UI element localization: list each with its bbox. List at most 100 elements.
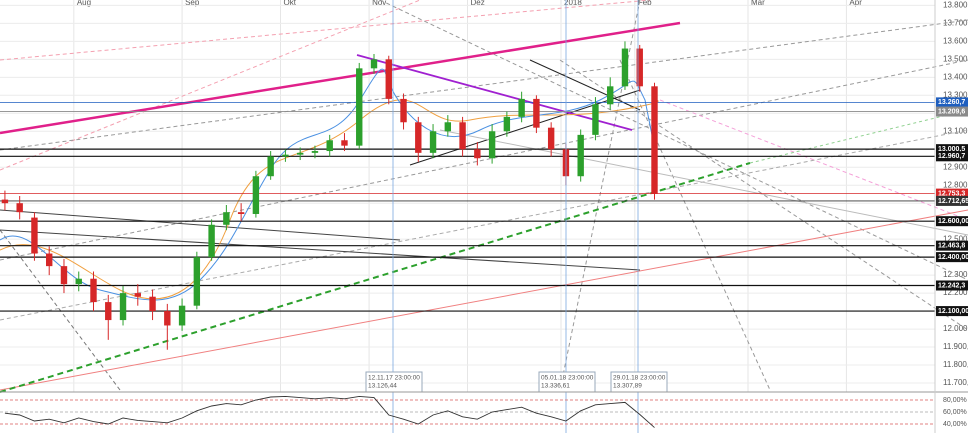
candle-body [547, 127, 555, 150]
level-label: 12.100,00 [938, 308, 968, 315]
candle-body [208, 224, 215, 258]
x-tick-label: Apr [849, 0, 862, 7]
y-tick-label: 13.400,0 [943, 72, 968, 81]
level-tag [936, 280, 968, 291]
oscillator-tick-label: 40,00% [943, 421, 967, 428]
candle-body [267, 156, 274, 177]
x-tick-label: Feb [638, 0, 652, 7]
level-label: 12.400,00 [938, 254, 968, 261]
y-tick-label: 11.700,0 [943, 378, 968, 387]
candle-body [326, 140, 333, 152]
x-tick-label: Okt [284, 0, 297, 7]
candle-body [149, 296, 156, 312]
candle-body [636, 48, 643, 87]
level-tag [936, 97, 968, 108]
candle-body [193, 257, 201, 306]
candle-body [31, 217, 38, 254]
y-tick-label: 13.600,0 [943, 36, 968, 45]
candle-body [311, 151, 319, 153]
y-tick-label: 13.800,0 [943, 1, 968, 10]
trendline [0, 21, 681, 135]
candle-body [105, 302, 112, 321]
y-tick-label: 12.900,0 [943, 162, 968, 171]
candle-body [90, 278, 97, 303]
candle-body [119, 293, 127, 321]
y-tick-label: 13.100,0 [943, 126, 968, 135]
candle-body [533, 98, 540, 128]
candle-body [415, 122, 422, 153]
crosshair-date: 12.11.17 23:00:00 [368, 375, 420, 382]
level-tag [936, 106, 968, 117]
moving-average [0, 99, 659, 300]
y-tick-label: 11.800,0 [943, 360, 968, 369]
candle-body [651, 86, 658, 194]
level-tag [936, 195, 968, 206]
level-tag [936, 151, 968, 162]
candle-body [474, 149, 481, 159]
trendline [0, 0, 651, 61]
trendline [0, 229, 641, 271]
level-label: 12.960,7 [938, 153, 965, 160]
level-label: 12.753,3 [938, 190, 965, 197]
level-label: 12.242,3 [938, 282, 965, 289]
x-tick-label: Dez [471, 0, 485, 7]
x-tick-label: Sep [185, 0, 200, 7]
y-tick-label: 11.900,0 [943, 342, 968, 351]
crosshair-value: 13.307,89 [613, 383, 642, 390]
trendline [529, 59, 641, 111]
level-tag [936, 144, 968, 155]
candle-body [503, 116, 511, 132]
level-tag [936, 240, 968, 251]
candle-body [400, 98, 407, 123]
candle-body [282, 154, 289, 157]
candle-body [444, 122, 452, 132]
trendline [356, 54, 633, 131]
crosshair-date: 29.01.18 23:00:00 [613, 375, 666, 382]
oscillator-line [4, 395, 655, 428]
candle-body [370, 59, 378, 69]
candle-body [252, 176, 260, 214]
level-tag [936, 306, 968, 317]
levels: 13.260,7 13.209,6 13.000,512.960,7 12.753,3… [0, 97, 968, 317]
y-tick-label: 13.300,0 [943, 90, 968, 99]
x-tick-label: Aug [77, 0, 91, 7]
crosshair-value: 13.126,44 [368, 383, 397, 390]
oscillator-tick-label: 80,00% [943, 397, 967, 404]
trendline [0, 209, 401, 241]
candle-body [46, 253, 53, 267]
y-tick-label: 12.000,0 [943, 324, 968, 333]
y-tick-label: 12.300,0 [943, 270, 968, 279]
candle-body [429, 131, 437, 153]
trendline [619, 59, 771, 391]
oscillator-tick-label: 60,00% [943, 409, 967, 416]
y-tick-label: 12.800,0 [943, 180, 968, 189]
y-tick-label: 13.500,0 [943, 54, 968, 63]
trendline [379, 0, 968, 281]
x-tick-label: Mär [751, 0, 765, 7]
level-label: 13.000,5 [938, 146, 965, 153]
trendline [0, 129, 968, 321]
x-tick-label: Nov [372, 0, 386, 7]
y-tick-label: 12.200,0 [943, 288, 968, 297]
candle-body [621, 48, 629, 87]
crosshair-date: 05.01.18 23:00:00 [541, 375, 594, 382]
candle-body [385, 59, 392, 99]
candle-body [223, 212, 230, 225]
level-label: 13.260,7 [938, 99, 965, 106]
candle-body [164, 311, 171, 326]
candle-body [356, 68, 363, 146]
candle-body [488, 131, 496, 159]
trendline [659, 99, 968, 221]
level-label: 12.712,650 [938, 198, 968, 205]
level-tag [936, 188, 968, 199]
trendline [439, 129, 968, 236]
candle-body [592, 104, 599, 135]
candle-body [178, 305, 186, 326]
x-tick-label: 2018 [564, 0, 582, 7]
trendline [749, 109, 968, 164]
candle-body [296, 152, 304, 155]
